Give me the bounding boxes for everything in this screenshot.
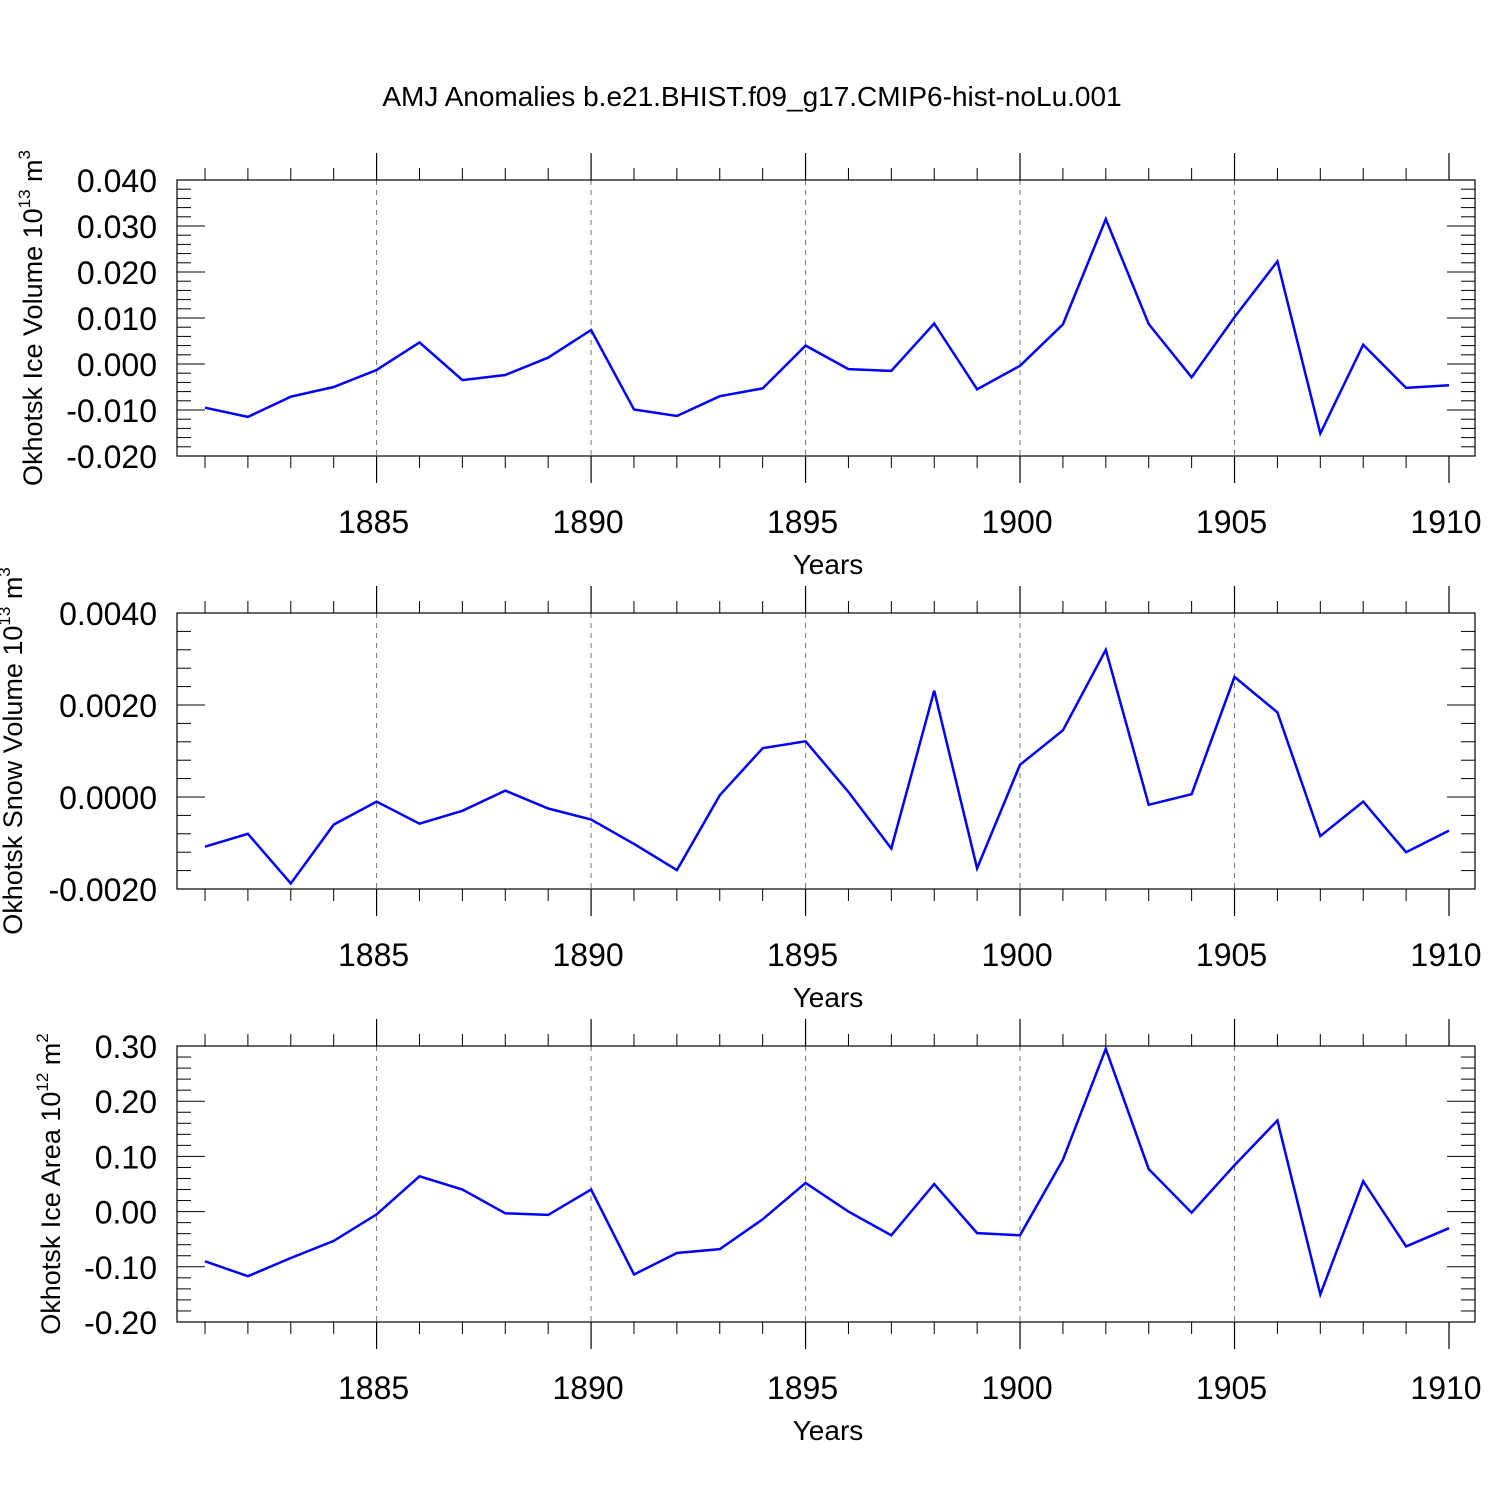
x-tick-label: 1895: [767, 504, 838, 540]
x-tick-label: 1900: [981, 1370, 1052, 1406]
x-tick-label: 1910: [1410, 1370, 1481, 1406]
chart-panel-1: -0.020 -0.010 0.000 0.010 0.020 0.030 0.040 188…: [15, 150, 1482, 580]
y-tick-label: 0.00: [95, 1195, 157, 1231]
x-tick-label: 1890: [552, 937, 623, 973]
x-tick-label: 1905: [1196, 937, 1267, 973]
x-tick-label: 1885: [338, 504, 409, 540]
y-tick-label: 0.30: [95, 1029, 157, 1065]
y-tick-label: 0.0000: [59, 780, 157, 816]
y-tick-label: -0.0020: [48, 872, 157, 908]
x-axis-label: Years: [793, 549, 864, 580]
x-tick-label: 1900: [981, 937, 1052, 973]
y-axis-label: Okhotsk Ice Volume 1013 m3: [15, 150, 48, 486]
y-tick-label: 0.040: [77, 163, 157, 199]
chart-panel-2: -0.0020 0.0000 0.0020 0.0040 1885 1890 1895 190…: [0, 567, 1482, 1013]
y-tick-label: 0.020: [77, 255, 157, 291]
y-axis-label: Okhotsk Snow Volume 1013 m3: [0, 567, 28, 935]
y-tick-label: -0.020: [66, 439, 157, 475]
y-tick-label: 0.20: [95, 1084, 157, 1120]
x-tick-label: 1885: [338, 1370, 409, 1406]
chart-title: AMJ Anomalies b.e21.BHIST.f09_g17.CMIP6-…: [382, 81, 1121, 112]
y-tick-label: 0.0040: [59, 596, 157, 632]
x-tick-label: 1890: [552, 504, 623, 540]
plot-frame: [176, 179, 1476, 457]
series-line: [204, 215, 1450, 438]
y-tick-label: 0.000: [77, 347, 157, 383]
x-tick-label: 1890: [552, 1370, 623, 1406]
y-tick-label: 0.010: [77, 301, 157, 337]
chart-panel-3: -0.20 -0.10 0.00 0.10 0.20 0.30 1885 1890 1895 19…: [33, 1019, 1482, 1446]
x-axis-label: Years: [793, 1415, 864, 1446]
x-tick-label: 1910: [1410, 937, 1481, 973]
series-line: [204, 1045, 1450, 1299]
plot-frame: [176, 1045, 1476, 1323]
x-tick-label: 1905: [1196, 504, 1267, 540]
y-tick-label: -0.20: [84, 1305, 157, 1341]
y-axis-label: Okhotsk Ice Area 1012 m2: [33, 1033, 66, 1335]
series-line: [204, 646, 1450, 886]
x-tick-label: 1895: [767, 937, 838, 973]
x-tick-label: 1900: [981, 504, 1052, 540]
x-tick-label: 1905: [1196, 1370, 1267, 1406]
y-tick-label: 0.0020: [59, 688, 157, 724]
x-axis-label: Years: [793, 982, 864, 1013]
x-tick-label: 1910: [1410, 504, 1481, 540]
y-tick-label: 0.030: [77, 209, 157, 245]
y-tick-label: -0.010: [66, 393, 157, 429]
x-tick-label: 1895: [767, 1370, 838, 1406]
y-tick-label: -0.10: [84, 1250, 157, 1286]
x-tick-label: 1885: [338, 937, 409, 973]
y-tick-label: 0.10: [95, 1139, 157, 1175]
plot-frame: [176, 612, 1476, 890]
